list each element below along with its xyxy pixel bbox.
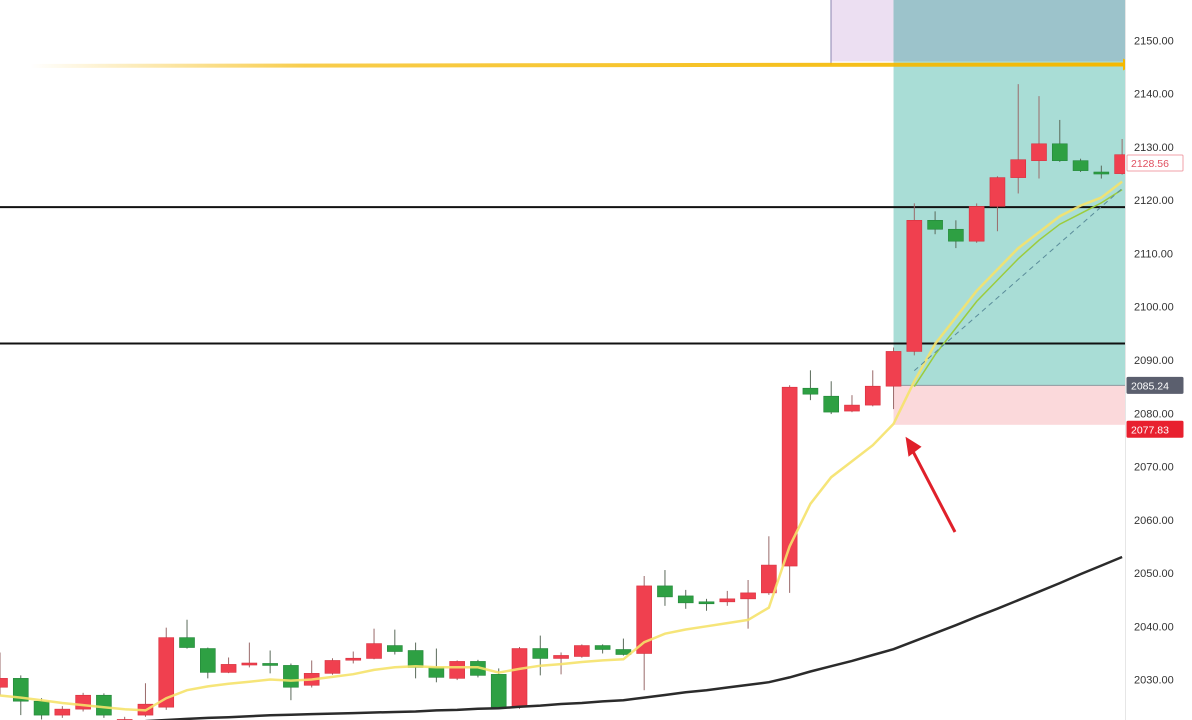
candle-down: [1051, 143, 1068, 161]
stop-price-label-box: [1126, 420, 1184, 438]
price-axis[interactable]: 2150.00 2140.00 2130.00 2120.00 2110.00 2100.…: [1125, 0, 1192, 720]
entry-price-label-text: 2085.24: [1131, 380, 1169, 392]
stop-price-label-text: 2077.83: [1131, 424, 1169, 436]
candle-down: [532, 648, 549, 659]
y-tick-label: 2070.00: [1134, 462, 1174, 474]
annotation-arrow-shaft: [908, 444, 957, 533]
candle-up: [158, 637, 175, 708]
candle-down: [407, 650, 424, 668]
y-tick-label: 2060.00: [1134, 515, 1174, 527]
candle-up: [449, 661, 465, 679]
y-tick-label: 2030.00: [1134, 675, 1174, 687]
candle-down: [490, 674, 507, 708]
profit-zone-top-overlap: [893, 0, 1125, 62]
candle-down: [698, 601, 715, 605]
candle-up: [989, 177, 1006, 207]
candle-up: [864, 385, 881, 406]
y-tick-label: 2110.00: [1134, 248, 1173, 260]
candle-down: [200, 648, 216, 673]
candle-down: [948, 228, 964, 242]
candle-up: [968, 206, 985, 242]
entry-price-label-box: [1126, 376, 1184, 394]
candle-up: [781, 386, 798, 567]
candle-down: [823, 395, 840, 413]
candle-up: [574, 645, 590, 657]
candle-down: [1072, 160, 1089, 171]
candle-up: [885, 351, 902, 387]
candle-down: [96, 694, 112, 716]
candle-up: [1010, 159, 1027, 178]
candle-up: [719, 598, 736, 603]
fast-moving-average-line: [0, 180, 1123, 712]
y-tick-label: 2140.00: [1134, 89, 1174, 101]
candle-up: [844, 404, 860, 412]
candle-up: [906, 220, 923, 352]
candle-down: [428, 667, 445, 678]
candle-up: [553, 655, 569, 659]
candle-up: [324, 660, 341, 674]
candles-layer: [0, 84, 1130, 720]
candle-down: [802, 387, 819, 395]
candle-down: [594, 645, 611, 650]
slow-moving-average-line: [139, 555, 1123, 720]
candle-up: [345, 657, 362, 661]
axis-background: [1125, 0, 1192, 720]
y-tick-label: 2120.00: [1134, 195, 1174, 207]
candle-up: [75, 694, 91, 710]
candle-down: [657, 585, 673, 598]
candle-up: [54, 708, 71, 716]
candle-down: [1093, 171, 1110, 175]
candle-down: [12, 678, 29, 702]
candle-down: [179, 637, 195, 648]
y-tick-label: 2100.00: [1134, 302, 1174, 314]
loss-zone: [893, 385, 1125, 425]
target-arrow-line: [29, 62, 1126, 68]
candle-down: [262, 663, 278, 666]
y-tick-label: 2040.00: [1134, 621, 1174, 633]
candle-down: [387, 645, 403, 652]
last-price-label-text: 2128.56: [1131, 158, 1169, 170]
y-tick-label: 2150.00: [1134, 35, 1174, 47]
dashed-trend-line: [913, 188, 1123, 372]
lavender-zone: [831, 0, 894, 62]
annotation-arrow-icon: [905, 436, 922, 457]
candle-up: [366, 643, 382, 659]
y-tick-label: 2130.00: [1134, 142, 1174, 154]
candle-up: [241, 662, 258, 666]
candle-down: [677, 595, 694, 604]
candle-down: [283, 665, 299, 688]
candle-up: [761, 564, 777, 594]
candle-up: [220, 664, 237, 673]
candle-up: [740, 592, 756, 600]
candle-down: [33, 700, 50, 716]
candle-up: [0, 678, 8, 688]
candle-up: [1031, 143, 1047, 161]
moving-averages-layer: [0, 180, 1123, 720]
last-price-label-box: [1126, 154, 1184, 172]
candle-down: [927, 220, 943, 230]
green-moving-average-line: [913, 188, 1123, 388]
y-tick-label: 2080.00: [1134, 408, 1174, 420]
candle-up: [636, 585, 652, 654]
y-tick-label: 2050.00: [1134, 568, 1174, 580]
y-tick-label: 2090.00: [1134, 355, 1174, 367]
candle-up: [511, 648, 528, 708]
